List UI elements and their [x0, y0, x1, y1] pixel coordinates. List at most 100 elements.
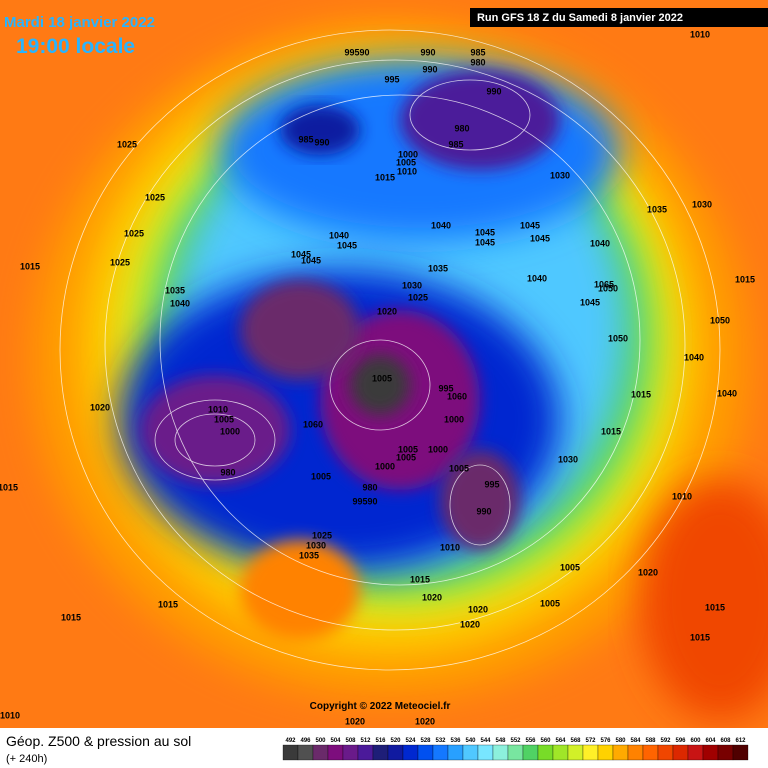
isobar-label: 990 — [420, 47, 435, 57]
colorbar-label: 504 — [330, 738, 341, 744]
isobar-label: 1025 — [110, 257, 130, 267]
isobar-label: 980 — [454, 123, 469, 133]
isobar-label: 1030 — [550, 170, 570, 180]
isobar-label: 1045 — [475, 237, 495, 247]
isobar-label: 1020 — [638, 567, 658, 577]
isobar-label: 1010 — [440, 542, 460, 552]
isobar-label: 1020 — [345, 716, 365, 726]
isobar-label: 985 — [298, 134, 313, 144]
isobar-label: 1015 — [61, 612, 81, 622]
isobar-label: 1040 — [527, 273, 547, 283]
isobar-label: 1020 — [422, 592, 442, 602]
isobar-label: 1050 — [710, 315, 730, 325]
colorbar-label: 512 — [360, 738, 371, 744]
colorbar-label: 544 — [480, 738, 491, 744]
isobar-label: 1025 — [408, 292, 428, 302]
colorbar-swatch — [552, 744, 569, 761]
isobar-label: 1025 — [117, 139, 137, 149]
isobar-label: 995 — [384, 74, 399, 84]
colorbar-label: 556 — [525, 738, 536, 744]
isobar-label: 1005 — [396, 157, 416, 167]
colorbar-label: 604 — [705, 738, 716, 744]
colorbar-label: 580 — [615, 738, 626, 744]
isobar-label: 1010 — [690, 29, 710, 39]
colorbar-label: 536 — [450, 738, 461, 744]
isobar-label: 1005 — [398, 444, 418, 454]
colorbar-swatch — [732, 744, 749, 761]
footer-lead: (+ 240h) — [6, 753, 47, 765]
footer-title: Géop. Z500 & pression au sol — [6, 733, 191, 749]
colorbar-label: 548 — [495, 738, 506, 744]
colorbar-swatch — [357, 744, 374, 761]
isobar-label: 990 — [476, 506, 491, 516]
colorbar-label: 576 — [600, 738, 611, 744]
isobar-label: 1030 — [558, 454, 578, 464]
colorbar-swatch — [582, 744, 599, 761]
isobar-label: 1010 — [672, 491, 692, 501]
isobar-label: 1045 — [580, 297, 600, 307]
isobar-label: 1020 — [460, 619, 480, 629]
isobar-label: 1015 — [631, 389, 651, 399]
colorbar-label: 532 — [435, 738, 446, 744]
colorbar-swatch — [657, 744, 674, 761]
colorbar-label: 516 — [375, 738, 386, 744]
isobar-label: 995 — [484, 479, 499, 489]
colorbar-swatch — [462, 744, 479, 761]
time: 19:00 locale — [16, 35, 135, 58]
isobar-label: 1010 — [0, 710, 20, 720]
isobar-label: 1060 — [447, 391, 467, 401]
isobar-label: 1040 — [329, 230, 349, 240]
colorbar-swatch — [342, 744, 359, 761]
isobar-label: 1000 — [220, 426, 240, 436]
isobar-label: 99590 — [344, 47, 369, 57]
isobar-label: 1015 — [705, 602, 725, 612]
colorbar-swatch — [687, 744, 704, 761]
isobar-label: 1045 — [530, 233, 550, 243]
colorbar-swatch — [447, 744, 464, 761]
date: Mardi 18 janvier 2022 — [4, 14, 155, 31]
colorbar-label: 608 — [720, 738, 731, 744]
isobar-label: 1020 — [90, 402, 110, 412]
isobar-label: 1045 — [291, 249, 311, 259]
colorbar-swatch — [597, 744, 614, 761]
colorbar-label: 524 — [405, 738, 416, 744]
colorbar-swatch — [312, 744, 329, 761]
colorbar-swatch — [402, 744, 419, 761]
colorbar-label: 600 — [690, 738, 701, 744]
colorbar-swatch — [567, 744, 584, 761]
colorbar-label: 540 — [465, 738, 476, 744]
colorbar-label: 592 — [660, 738, 671, 744]
isobar-label: 1005 — [540, 598, 560, 608]
isobar-label: 1030 — [402, 280, 422, 290]
isobar-label: 1040 — [170, 298, 190, 308]
colorbar-label: 500 — [315, 738, 326, 744]
isobar-label: 980 — [220, 467, 235, 477]
isobar-label: 1035 — [299, 550, 319, 560]
colorbar: 492 496 500 504 508 512 516 520 524 528 532 536 540 5… — [282, 738, 749, 761]
isobar-label: 1065 — [594, 279, 614, 289]
colorbar-label: 492 — [285, 738, 296, 744]
colorbar-label: 588 — [645, 738, 656, 744]
run-box — [470, 8, 768, 27]
colorbar-swatch — [672, 744, 689, 761]
isobar-label: 1015 — [735, 274, 755, 284]
isobar-label: 1010 — [208, 404, 228, 414]
isobar-label: 1015 — [0, 482, 18, 492]
isobar-label: 1050 — [598, 283, 618, 293]
isobar-label: 1020 — [468, 604, 488, 614]
isobar-label: 1025 — [124, 228, 144, 238]
isobar-label: 1000 — [428, 444, 448, 454]
isobar-label: 1025 — [145, 192, 165, 202]
colorbar-label: 612 — [735, 738, 746, 744]
colorbar-label: 528 — [420, 738, 431, 744]
colorbar-label: 584 — [630, 738, 641, 744]
isobar-label: 990 — [422, 64, 437, 74]
isobar-label: 980 — [470, 57, 485, 67]
colorbar-swatch — [537, 744, 554, 761]
colorbar-swatch — [642, 744, 659, 761]
isobar-label: 1030 — [306, 540, 326, 550]
isobar-label: 1045 — [337, 240, 357, 250]
isobar-label: 990 — [314, 137, 329, 147]
